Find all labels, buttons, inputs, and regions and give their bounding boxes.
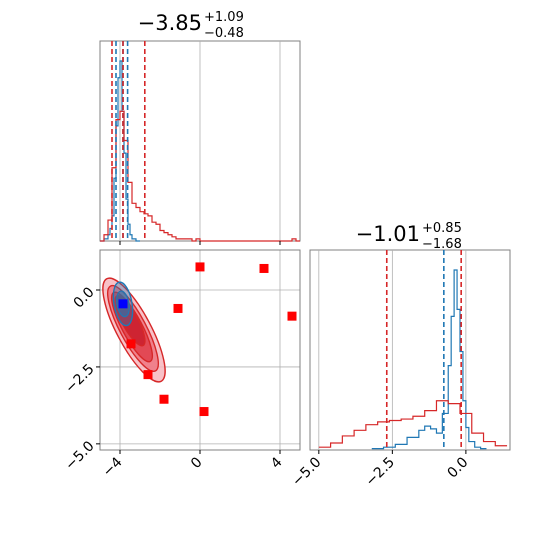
red-sample-point	[173, 303, 183, 313]
histogram-series-1	[371, 269, 487, 450]
y-tick-label: −2.5	[62, 361, 97, 396]
tick-marks	[318, 450, 467, 454]
panel-frame	[309, 249, 511, 451]
red-sample-point	[126, 339, 136, 349]
y-tick-label: 0.0	[71, 284, 98, 311]
title-lower-error: −0.48	[204, 26, 244, 41]
x-tick-labels: −5.0 −2.5 0.0	[289, 454, 471, 489]
x-tick-label: −5.0	[289, 454, 324, 489]
title-lower-error: −1.68	[422, 237, 462, 252]
red-sample-point	[259, 263, 269, 273]
sample-points	[118, 262, 297, 417]
histograms	[318, 269, 508, 450]
quantile-lines	[111, 41, 146, 241]
red-sample-point	[159, 394, 169, 404]
title-upper-error: +1.09	[204, 10, 244, 25]
histogram-series-2	[318, 400, 508, 448]
joint-panel: −4 0 4 0.0 −2.5 −5.0	[62, 249, 301, 480]
histogram-series-2	[100, 110, 300, 242]
x-tick-label: −2.5	[363, 454, 398, 489]
title-upper-error: +0.85	[422, 221, 462, 236]
title-median: −3.85	[138, 11, 202, 35]
tick-marks	[96, 289, 281, 454]
red-sample-point	[199, 407, 209, 417]
title-median: −1.01	[356, 222, 420, 246]
quantile-lines	[385, 250, 462, 450]
density-contours	[102, 277, 166, 383]
x-tick-label: 0	[188, 454, 206, 472]
marginal-panel-param-2: −5.0 −2.5 0.0 −1.01 +0.85 −1.68	[289, 221, 511, 490]
y-tick-labels: 0.0 −2.5 −5.0	[62, 284, 97, 473]
x-tick-label: −4	[100, 454, 126, 480]
histograms	[100, 60, 300, 242]
x-tick-label: 4	[268, 454, 286, 472]
red-sample-point	[143, 370, 153, 380]
blue-sample-point	[118, 299, 128, 309]
histogram-series-1	[100, 60, 140, 242]
marginal-panel-param-1: −3.85 +1.09 −0.48	[99, 10, 301, 245]
red-sample-point	[287, 311, 297, 321]
y-tick-label: −5.0	[62, 438, 97, 473]
tick-marks	[119, 241, 281, 245]
x-tick-label: 0.0	[444, 454, 471, 481]
x-tick-labels: −4 0 4	[100, 454, 286, 480]
red-sample-point	[195, 262, 205, 272]
